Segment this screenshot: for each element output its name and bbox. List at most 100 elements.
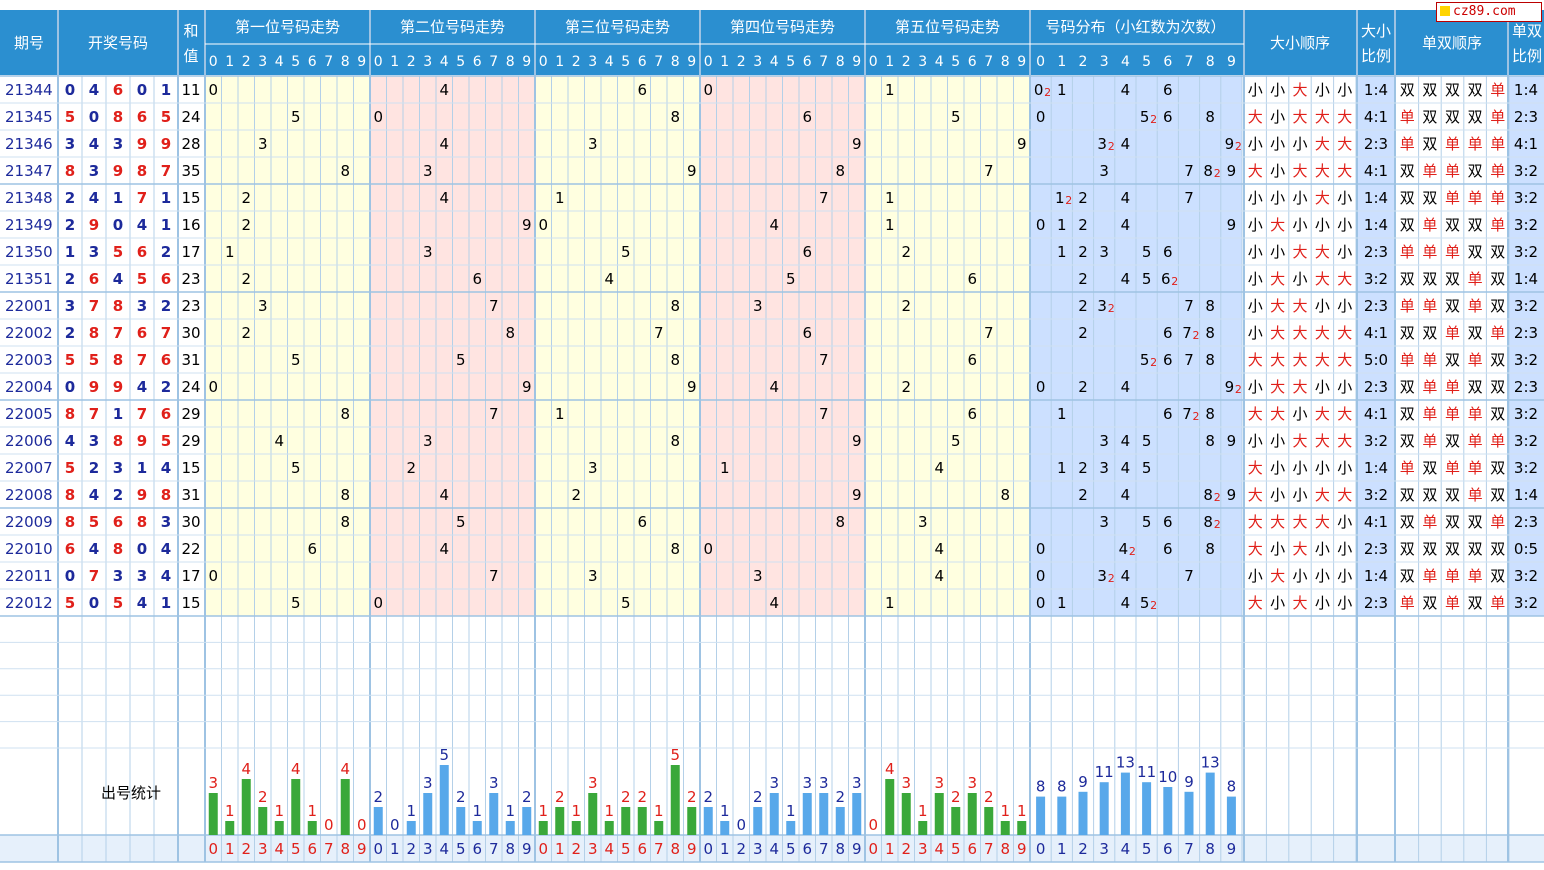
odd-even-ratio: 2:3 (1514, 378, 1538, 396)
big-small-ratio: 2:3 (1364, 297, 1388, 315)
footer-digit: 1 (390, 840, 400, 858)
big-small-ratio: 4:1 (1364, 108, 1388, 126)
count-label: 0 (868, 816, 878, 834)
big-small-cell: 小 (1270, 162, 1285, 180)
draw-digit: 6 (137, 243, 147, 261)
position-digit: 7 (984, 324, 994, 342)
odd-even-cell: 双 (1490, 378, 1505, 396)
big-small-cell: 小 (1270, 540, 1285, 558)
position-digit: 1 (885, 81, 895, 99)
sum-cell: 24 (181, 378, 200, 396)
distribution-digit: 4 (1121, 189, 1131, 207)
distribution-digit: 5 (1142, 270, 1152, 288)
footer-digit: 9 (1017, 840, 1027, 858)
footer-digit: 1 (1057, 840, 1067, 858)
count-label: 13 (1201, 754, 1220, 772)
draw-digit: 8 (113, 432, 123, 450)
draw-digit: 3 (65, 297, 75, 315)
footer-digit: 4 (934, 840, 944, 858)
distribution-digit: 1 (1057, 405, 1067, 423)
period-cell: 21348 (5, 189, 53, 207)
big-small-ratio: 3:2 (1364, 270, 1388, 288)
odd-even-cell: 单 (1422, 432, 1437, 450)
big-small-cell: 大 (1315, 513, 1330, 531)
position-digit: 5 (456, 351, 466, 369)
odd-even-cell: 双 (1400, 189, 1415, 207)
digit-header: 6 (1163, 54, 1172, 70)
position-digit: 4 (274, 432, 284, 450)
position-digit: 5 (621, 594, 631, 612)
digit-header: 0 (539, 54, 548, 70)
odd-even-cell: 双 (1422, 459, 1437, 477)
footer-digit: 5 (621, 840, 631, 858)
big-small-cell: 大 (1315, 135, 1330, 153)
sum-cell: 30 (181, 324, 200, 342)
logo-square-icon (1440, 6, 1450, 16)
odd-even-cell: 单 (1490, 162, 1505, 180)
odd-even-cell: 单 (1422, 297, 1437, 315)
period-cell: 22005 (5, 405, 53, 423)
digit-header: 5 (786, 54, 795, 70)
digit-header: 1 (225, 54, 234, 70)
draw-digit: 7 (161, 324, 171, 342)
digit-header: 7 (1185, 54, 1194, 70)
odd-even-cell: 双 (1400, 540, 1415, 558)
draw-digit: 0 (137, 540, 147, 558)
odd-even-cell: 双 (1468, 324, 1483, 342)
count-bar (951, 807, 961, 835)
header-period: 期号 (14, 34, 44, 52)
position-digit: 5 (951, 432, 961, 450)
big-small-cell: 小 (1292, 270, 1307, 288)
period-cell: 22004 (5, 378, 53, 396)
footer-digit: 5 (291, 840, 301, 858)
odd-even-cell: 双 (1400, 567, 1415, 585)
count-label: 1 (406, 802, 416, 820)
draw-digit: 3 (89, 162, 99, 180)
big-small-cell: 小 (1315, 81, 1330, 99)
draw-digit: 4 (113, 270, 123, 288)
position-digit: 8 (670, 297, 680, 315)
count-label: 0 (357, 816, 367, 834)
count-bar (984, 807, 994, 835)
position-digit: 2 (406, 459, 416, 477)
footer-digit: 5 (1142, 840, 1152, 858)
position-digit: 0 (208, 81, 218, 99)
draw-digit: 1 (161, 81, 171, 99)
distribution-digit: 6 (1163, 324, 1173, 342)
position-digit: 6 (637, 513, 647, 531)
draw-digit: 9 (137, 135, 147, 153)
position-digit: 5 (456, 513, 466, 531)
digit-header: 5 (621, 54, 630, 70)
big-small-cell: 小 (1248, 216, 1263, 234)
draw-digit: 0 (89, 108, 99, 126)
count-label: 5 (439, 746, 449, 764)
count-bar (654, 821, 664, 835)
digit-header: 7 (984, 54, 993, 70)
big-small-cell: 大 (1248, 108, 1263, 126)
position-digit: 2 (901, 378, 911, 396)
footer-digit: 9 (1227, 840, 1237, 858)
position-digit: 5 (951, 108, 961, 126)
count-bar (258, 807, 268, 835)
draw-digit: 3 (113, 135, 123, 153)
count-label: 8 (1057, 778, 1067, 796)
draw-digit: 1 (65, 243, 75, 261)
draw-digit: 7 (89, 405, 99, 423)
period-cell: 22009 (5, 513, 53, 531)
count-bar (802, 793, 812, 835)
draw-digit: 1 (113, 405, 123, 423)
count-label: 1 (307, 802, 317, 820)
position-digit: 6 (802, 243, 812, 261)
count-bar (835, 807, 845, 835)
distribution-digit: 8 (1205, 324, 1215, 342)
distribution-repeat-count: 2 (1108, 140, 1115, 153)
count-label: 13 (1116, 754, 1135, 772)
odd-even-cell: 单 (1468, 351, 1483, 369)
position-digit: 9 (1017, 135, 1027, 153)
digit-header: 8 (506, 54, 515, 70)
position-digit: 4 (769, 594, 779, 612)
digit-header: 3 (258, 54, 267, 70)
position-digit: 6 (802, 324, 812, 342)
odd-even-cell: 双 (1400, 486, 1415, 504)
position-digit: 9 (852, 486, 862, 504)
